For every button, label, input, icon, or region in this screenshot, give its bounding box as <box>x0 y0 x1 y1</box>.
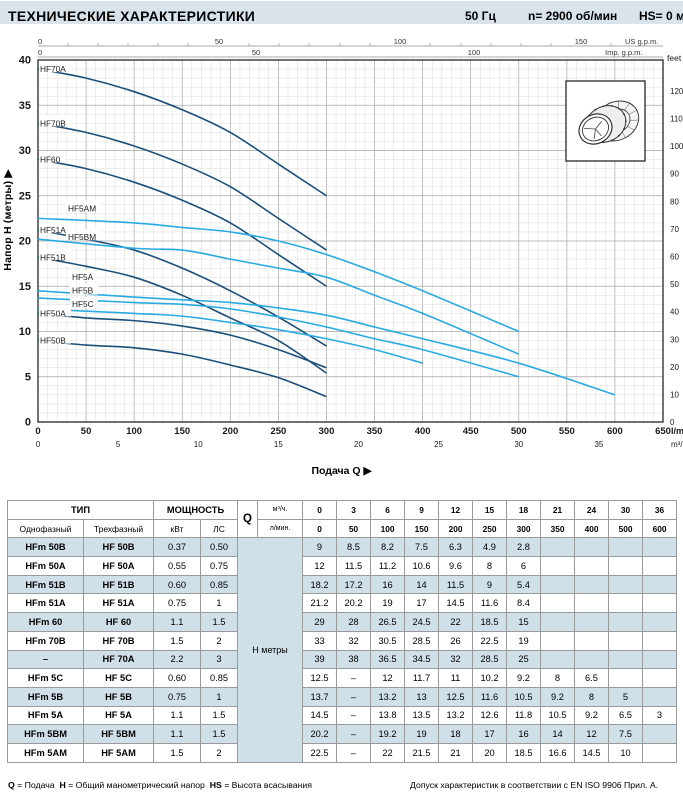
svg-text:30: 30 <box>19 145 31 157</box>
svg-text:10: 10 <box>670 390 679 399</box>
svg-text:0: 0 <box>36 440 41 449</box>
svg-text:0: 0 <box>670 418 675 427</box>
svg-text:550: 550 <box>559 426 575 437</box>
svg-text:10: 10 <box>194 440 203 449</box>
svg-text:50: 50 <box>670 280 679 289</box>
svg-text:90: 90 <box>670 170 679 179</box>
svg-text:25: 25 <box>19 190 31 202</box>
svg-text:400: 400 <box>415 426 431 437</box>
svg-text:HF51B: HF51B <box>40 252 66 262</box>
svg-text:600: 600 <box>607 426 623 437</box>
svg-text:35: 35 <box>594 440 603 449</box>
svg-text:120: 120 <box>670 87 683 96</box>
svg-text:40: 40 <box>670 308 679 317</box>
svg-text:650: 650 <box>655 426 671 437</box>
svg-text:US g.p.m.: US g.p.m. <box>625 37 658 46</box>
svg-text:30: 30 <box>514 440 523 449</box>
svg-text:50: 50 <box>215 37 223 46</box>
svg-text:HF5B: HF5B <box>72 286 94 296</box>
svg-text:HF5BM: HF5BM <box>68 232 96 242</box>
svg-text:500: 500 <box>511 426 527 437</box>
svg-text:450: 450 <box>463 426 479 437</box>
svg-text:30: 30 <box>670 335 679 344</box>
svg-text:100: 100 <box>670 142 683 151</box>
svg-text:100: 100 <box>394 37 407 46</box>
svg-text:l/min: l/min <box>671 426 683 436</box>
svg-text:60: 60 <box>670 252 679 261</box>
svg-text:70: 70 <box>670 225 679 234</box>
svg-text:HF5AM: HF5AM <box>68 203 96 213</box>
svg-text:0: 0 <box>35 426 40 437</box>
svg-text:150: 150 <box>575 37 588 46</box>
svg-text:300: 300 <box>319 426 335 437</box>
svg-text:350: 350 <box>367 426 383 437</box>
svg-text:20: 20 <box>670 363 679 372</box>
svg-text:50: 50 <box>81 426 92 437</box>
svg-text:25: 25 <box>434 440 443 449</box>
svg-text:20: 20 <box>19 236 31 248</box>
svg-text:0: 0 <box>25 417 31 429</box>
svg-text:100: 100 <box>126 426 142 437</box>
svg-text:HF5A: HF5A <box>72 272 94 282</box>
svg-text:20: 20 <box>354 440 363 449</box>
svg-text:15: 15 <box>19 281 31 293</box>
svg-text:HF50B: HF50B <box>40 336 66 346</box>
svg-text:HF60: HF60 <box>40 155 61 165</box>
svg-text:5: 5 <box>116 440 121 449</box>
svg-text:HF70B: HF70B <box>40 118 66 128</box>
svg-text:15: 15 <box>274 440 283 449</box>
svg-text:feet: feet <box>667 53 682 63</box>
svg-text:80: 80 <box>670 197 679 206</box>
svg-text:m³/h: m³/h <box>671 440 683 449</box>
svg-text:40: 40 <box>19 55 31 67</box>
svg-text:0: 0 <box>38 37 42 46</box>
svg-text:HF5C: HF5C <box>72 299 94 309</box>
svg-text:110: 110 <box>670 115 683 124</box>
svg-text:200: 200 <box>222 426 238 437</box>
svg-text:35: 35 <box>19 100 31 112</box>
svg-text:HF50A: HF50A <box>40 308 66 318</box>
svg-text:HF51A: HF51A <box>40 225 66 235</box>
svg-text:250: 250 <box>270 426 286 437</box>
svg-text:HF70A: HF70A <box>40 64 66 74</box>
svg-text:5: 5 <box>25 371 31 383</box>
svg-text:150: 150 <box>174 426 190 437</box>
svg-text:10: 10 <box>19 326 31 338</box>
